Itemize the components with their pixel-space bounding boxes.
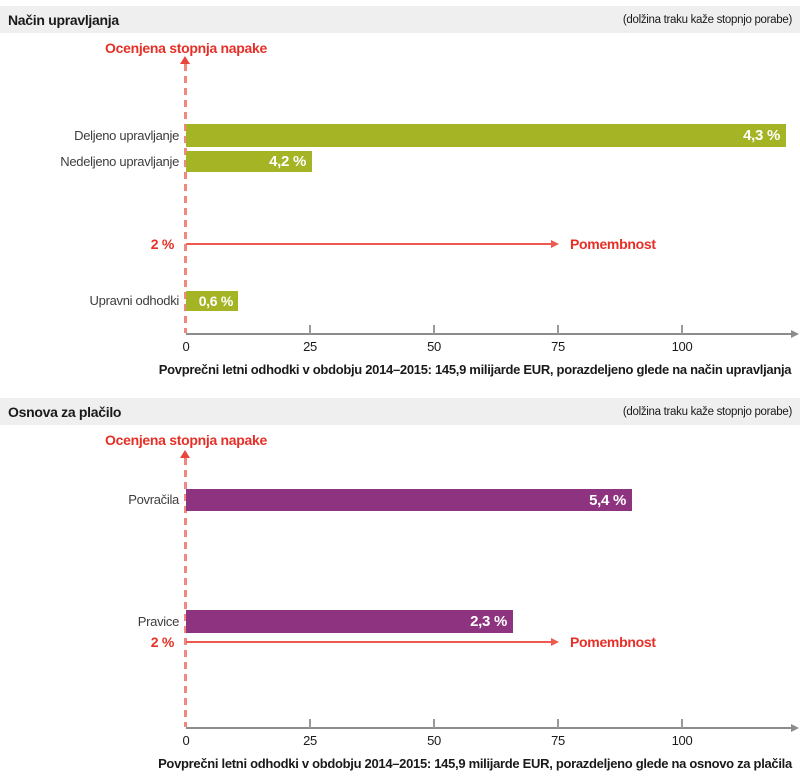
chart1-bar2-value: 4,2 % bbox=[269, 153, 306, 170]
chart2-bar2-label: Pravice bbox=[137, 614, 180, 629]
chart1-bar1: 4,3 % bbox=[186, 124, 786, 147]
chart2-bar2-value: 2,3 % bbox=[470, 613, 507, 630]
chart2-yaxis-dashed-line bbox=[184, 458, 187, 727]
chart2-bar1: 5,4 % bbox=[186, 489, 632, 511]
chart2-tick-100 bbox=[681, 719, 683, 728]
chart1-caption: Povprečni letni odhodki v obdobju 2014–2… bbox=[158, 362, 792, 377]
chart2-title: Osnova za plačilo bbox=[8, 403, 122, 420]
chart1-tick-25 bbox=[309, 325, 311, 334]
chart2-bar1-label: Povračila bbox=[128, 492, 179, 507]
chart1-yaxis-label: Ocenjena stopnja napake bbox=[105, 40, 267, 56]
chart2-tick-25 bbox=[309, 719, 311, 728]
chart1-bar1-value: 4,3 % bbox=[743, 127, 780, 144]
chart2-tick-label-75: 75 bbox=[551, 733, 565, 748]
chart1-materiality-arrow-label: Pomembnost bbox=[570, 236, 656, 252]
chart2-tick-75 bbox=[557, 719, 559, 728]
chart1-xaxis-line bbox=[186, 333, 791, 335]
chart1-tick-50 bbox=[433, 325, 435, 334]
chart2-header-bar: Osnova za plačilo (dolžina traku kaže st… bbox=[0, 398, 800, 425]
chart1-title: Način upravljanja bbox=[8, 11, 119, 28]
chart1-tick-75 bbox=[557, 325, 559, 334]
chart2-tick-label-25: 25 bbox=[303, 733, 317, 748]
chart2-xaxis-line bbox=[186, 727, 791, 729]
chart1-header-bar: Način upravljanja (dolžina traku kaže st… bbox=[0, 6, 800, 33]
chart1-xaxis-arrow-icon bbox=[791, 329, 799, 338]
chart2-caption: Povprečni letni odhodki v obdobju 2014–2… bbox=[158, 756, 792, 771]
chart1-tick-label-0: 0 bbox=[182, 339, 190, 354]
chart1-tick-label-75: 75 bbox=[551, 339, 565, 354]
chart1-tick-100 bbox=[681, 325, 683, 334]
chart2-bar1-value: 5,4 % bbox=[589, 491, 626, 509]
chart1-yaxis-arrow-up-icon bbox=[180, 56, 190, 64]
chart1-tick-label-100: 100 bbox=[671, 339, 693, 354]
chart1-bar3: 0,6 % bbox=[186, 291, 238, 311]
chart1-tick-label-50: 50 bbox=[427, 339, 441, 354]
chart2-materiality-arrow-label: Pomembnost bbox=[570, 634, 656, 650]
chart1-materiality-arrow-icon bbox=[551, 240, 559, 248]
chart2-tick-50 bbox=[433, 719, 435, 728]
chart1-bar3-label: Upravni odhodki bbox=[89, 293, 180, 308]
chart2-materiality-line bbox=[186, 641, 551, 643]
chart2-bar2: 2,3 % bbox=[186, 610, 513, 633]
chart2-yaxis-label: Ocenjena stopnja napake bbox=[105, 432, 267, 448]
chart2-materiality-arrow-icon bbox=[551, 638, 559, 646]
chart2-materiality-label: 2 % bbox=[150, 634, 175, 650]
chart1-tick-label-25: 25 bbox=[303, 339, 317, 354]
chart2-yaxis-arrow-up-icon bbox=[180, 450, 190, 458]
chart1-bar3-value: 0,6 % bbox=[198, 293, 234, 309]
chart2-tick-label-0: 0 bbox=[182, 733, 190, 748]
chart2-tick-label-50: 50 bbox=[427, 733, 441, 748]
chart1-materiality-label: 2 % bbox=[150, 236, 175, 252]
chart2-header-note: (dolžina traku kaže stopnjo porabe) bbox=[622, 405, 792, 418]
chart1-yaxis-dashed-line bbox=[184, 64, 187, 333]
chart2-tick-label-100: 100 bbox=[671, 733, 693, 748]
chart1-bar2: 4,2 % bbox=[186, 151, 312, 172]
chart1-header-note: (dolžina traku kaže stopnjo porabe) bbox=[622, 13, 792, 26]
chart1-bar1-label: Deljeno upravljanje bbox=[74, 128, 179, 143]
chart2-xaxis-arrow-icon bbox=[791, 723, 799, 732]
chart1-bar2-label: Nedeljeno upravljanje bbox=[60, 154, 179, 169]
chart1-materiality-line bbox=[186, 243, 551, 245]
